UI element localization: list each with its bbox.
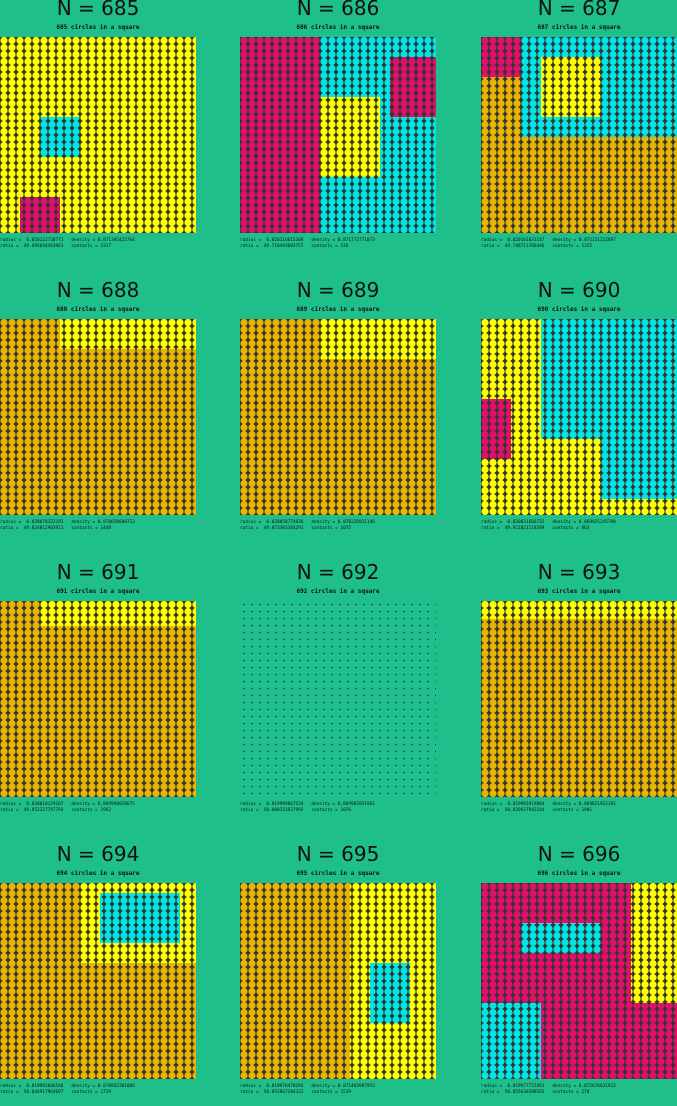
stats-line: radius = 0.019991919884 density = 0.8698… bbox=[481, 802, 616, 807]
packing-image bbox=[481, 319, 677, 515]
packing-image bbox=[0, 319, 196, 515]
panel: N = 685 685 circles in a square radius = 0… bbox=[0, 0, 196, 260]
stats-line: radius = 0.020122730771 density = 0.8713… bbox=[0, 238, 135, 243]
panel: N = 690 690 circles in a square radius = 0… bbox=[481, 278, 677, 542]
panel-heading: N = 692 bbox=[296, 560, 380, 584]
panel-subtitle: 693 circles in a square bbox=[537, 588, 621, 595]
panel-heading: N = 685 bbox=[56, 0, 140, 20]
panel-heading: N = 696 bbox=[537, 842, 621, 866]
packing-image bbox=[240, 601, 436, 797]
panel: N = 687 687 circles in a square radius = 0… bbox=[481, 0, 677, 260]
packing-image bbox=[0, 37, 196, 233]
stats-line: ratio = 49.695044443961 contacts = 1317 bbox=[0, 244, 112, 249]
stats-line: radius = 0.020070322193 density = 0.8706… bbox=[0, 520, 135, 525]
stats-line: radius = 0.019977772491 density = 0.8726… bbox=[481, 1084, 616, 1089]
panel: N = 689 689 circles in a square radius = 0… bbox=[240, 278, 436, 542]
panel-heading: N = 687 bbox=[537, 0, 621, 20]
panel-subtitle: 685 circles in a square bbox=[56, 24, 140, 31]
panel-heading: N = 690 bbox=[537, 278, 621, 302]
stats-line: ratio = 49.748711766446 contacts = 1325 bbox=[481, 244, 593, 249]
panel-subtitle: 689 circles in a square bbox=[296, 306, 380, 313]
stats-line: ratio = 49.952227797793 contacts = 1962 bbox=[0, 808, 112, 813]
panel-subtitle: 686 circles in a square bbox=[296, 24, 380, 31]
panel: N = 692 692 circles in a square radius = 0… bbox=[240, 560, 436, 824]
stats-line: ratio = 49.824812903921 contacts = 1448 bbox=[0, 526, 112, 531]
panel-heading: N = 694 bbox=[56, 842, 140, 866]
panel-subtitle: 687 circles in a square bbox=[537, 24, 621, 31]
panel-heading: N = 695 bbox=[296, 842, 380, 866]
panel: N = 695 695 circles in a square radius = 0… bbox=[240, 842, 436, 1106]
stats-line: radius = 0.020101031147 density = 0.8721… bbox=[481, 238, 616, 243]
panel-subtitle: 688 circles in a square bbox=[56, 306, 140, 313]
panel-subtitle: 690 circles in a square bbox=[537, 306, 621, 313]
panel: N = 693 693 circles in a square radius = 0… bbox=[481, 560, 677, 824]
panel-heading: N = 691 bbox=[56, 560, 140, 584]
packing-image bbox=[481, 37, 677, 233]
panel-heading: N = 693 bbox=[537, 560, 621, 584]
stats-line: radius = 0.020018129167 density = 0.8699… bbox=[0, 802, 135, 807]
panel-heading: N = 688 bbox=[56, 278, 140, 302]
packing-image bbox=[240, 37, 436, 233]
panel-subtitle: 696 circles in a square bbox=[537, 870, 621, 877]
panel: N = 696 696 circles in a square radius = 0… bbox=[481, 842, 677, 1106]
panel: N = 688 688 circles in a square radius = 0… bbox=[0, 278, 196, 542]
stats-line: ratio = 49.873383384291 contacts = 1075 bbox=[240, 526, 352, 531]
panel-subtitle: 694 circles in a square bbox=[56, 870, 140, 877]
panel-subtitle: 692 circles in a square bbox=[296, 588, 380, 595]
stats-line: ratio = 49.921021114589 contacts = 863 bbox=[481, 526, 590, 531]
stats-line: radius = 0.019978478293 density = 0.8714… bbox=[240, 1084, 375, 1089]
packing-image bbox=[240, 319, 436, 515]
panel: N = 694 694 circles in a square radius = 0… bbox=[0, 842, 196, 1106]
panel-heading: N = 689 bbox=[296, 278, 380, 302]
panel-subtitle: 691 circles in a square bbox=[56, 588, 140, 595]
stats-line: radius = 0.020050774836 density = 0.8702… bbox=[240, 520, 375, 525]
panel: N = 691 691 circles in a square radius = 0… bbox=[0, 560, 196, 824]
panel-subtitle: 695 circles in a square bbox=[296, 870, 380, 877]
packing-image bbox=[481, 883, 677, 1079]
stats-line: radius = 0.019999867234 density = 0.8699… bbox=[240, 802, 375, 807]
stats-line: ratio = 49.710493603757 contacts = 516 bbox=[240, 244, 349, 249]
stats-line: radius = 0.019982046548 density = 0.8709… bbox=[0, 1084, 135, 1089]
packing-image bbox=[0, 883, 196, 1079]
packing-image bbox=[0, 601, 196, 797]
panel-heading: N = 686 bbox=[296, 0, 380, 20]
panel: N = 686 686 circles in a square radius = 0… bbox=[240, 0, 436, 260]
stats-line: radius = 0.020116615309 density = 0.8717… bbox=[240, 238, 375, 243]
packing-image bbox=[240, 883, 436, 1079]
stats-line: ratio = 50.020927942244 contacts = 1901 bbox=[481, 808, 593, 813]
packing-image bbox=[481, 601, 677, 797]
stats-line: radius = 0.020031666732 density = 0.8699… bbox=[481, 520, 616, 525]
stats-line: ratio = 50.000331927992 contacts = 1076 bbox=[240, 808, 352, 813]
